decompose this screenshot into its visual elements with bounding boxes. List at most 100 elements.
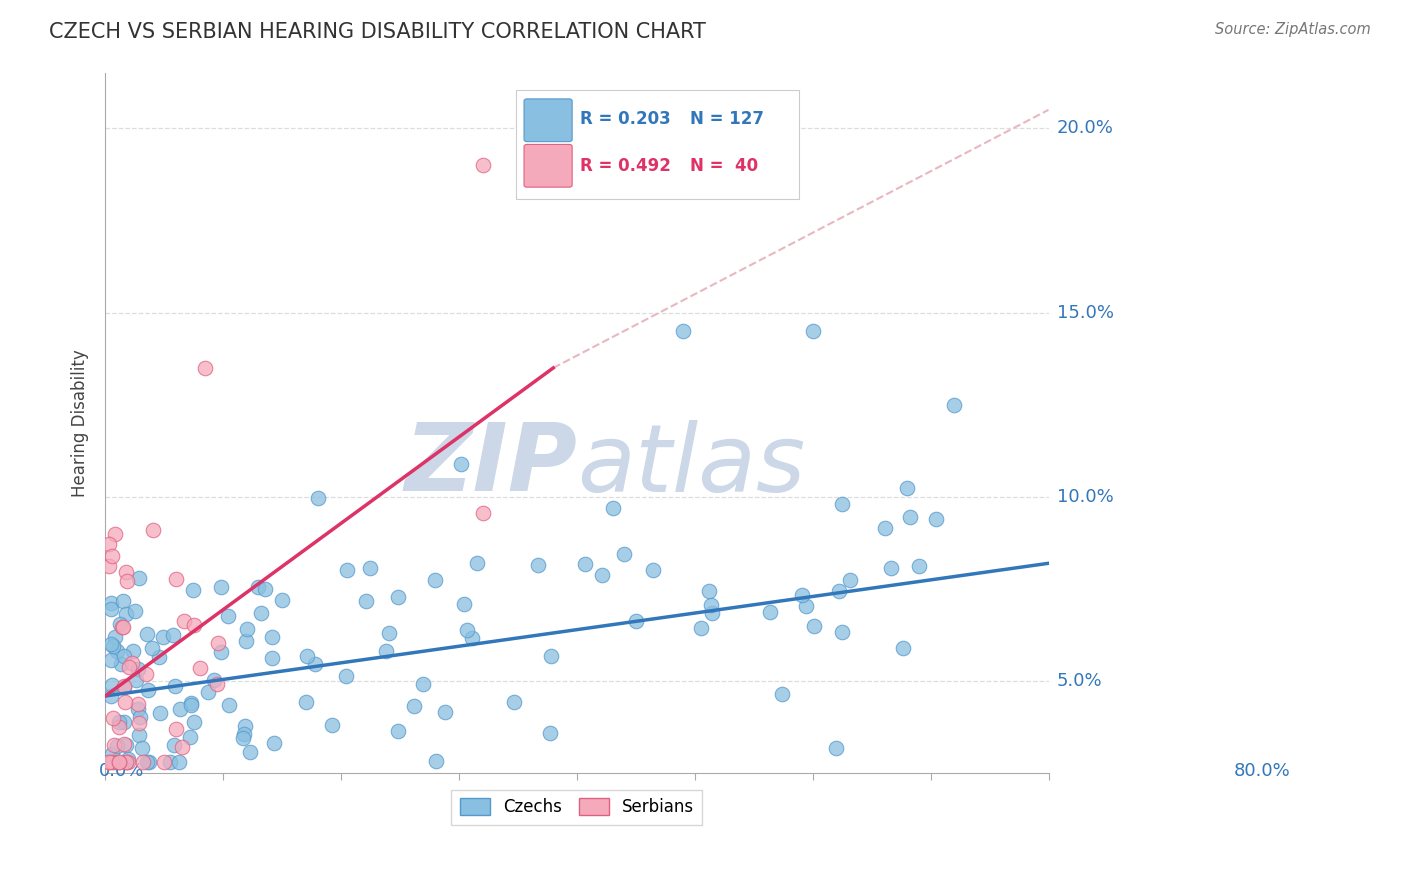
Text: R = 0.203: R = 0.203 [579, 110, 671, 128]
Point [100, 596, 122, 610]
Point [250, 606, 273, 620]
Point [165, 722, 187, 736]
Point [149, 706, 172, 720]
Point [107, 756, 129, 770]
Point [101, 756, 124, 770]
Point [591, 567, 613, 582]
Point [108, 720, 131, 734]
Point [125, 673, 148, 687]
Point [943, 398, 966, 412]
Point [100, 637, 122, 651]
Point [831, 625, 853, 640]
Point [304, 657, 326, 671]
Point [839, 574, 862, 588]
Point [142, 523, 165, 537]
Point [100, 602, 122, 616]
Point [307, 491, 329, 505]
Point [153, 756, 176, 770]
Point [115, 738, 138, 752]
Point [233, 719, 256, 733]
Text: Source: ZipAtlas.com: Source: ZipAtlas.com [1215, 22, 1371, 37]
Point [700, 598, 723, 612]
Point [167, 756, 190, 770]
Point [412, 677, 434, 691]
Point [107, 644, 129, 658]
Text: atlas: atlas [576, 420, 806, 511]
Point [117, 752, 139, 766]
Text: 15.0%: 15.0% [1057, 303, 1114, 322]
Point [100, 652, 122, 666]
Point [354, 594, 377, 608]
Point [97, 559, 120, 574]
Point [260, 650, 283, 665]
Point [526, 558, 548, 572]
Point [103, 738, 125, 752]
Point [202, 673, 225, 687]
Point [700, 606, 723, 620]
Point [626, 614, 648, 628]
Point [907, 559, 929, 574]
Text: N = 127: N = 127 [690, 110, 763, 128]
Point [359, 561, 381, 575]
Point [209, 580, 232, 594]
Point [104, 630, 127, 644]
Point [135, 667, 157, 681]
Point [207, 636, 229, 650]
Point [471, 507, 494, 521]
Point [404, 699, 426, 714]
Point [898, 510, 921, 524]
Point [112, 680, 135, 694]
Point [574, 557, 596, 571]
Point [188, 661, 211, 675]
Point [131, 741, 153, 756]
Point [233, 727, 256, 741]
Point [97, 537, 120, 551]
Point [128, 571, 150, 585]
Point [127, 662, 149, 676]
Point [114, 565, 136, 579]
Point [374, 644, 396, 658]
Text: 0.0%: 0.0% [100, 762, 145, 780]
Point [115, 574, 138, 588]
Point [803, 619, 825, 633]
Point [697, 583, 720, 598]
Point [232, 731, 254, 746]
Point [197, 685, 219, 699]
Point [602, 500, 624, 515]
Point [461, 631, 484, 645]
Point [170, 740, 193, 755]
Point [103, 756, 125, 770]
Point [218, 698, 240, 712]
Point [387, 590, 409, 604]
Point [217, 609, 239, 624]
Point [105, 739, 128, 753]
Point [828, 584, 851, 599]
Point [425, 754, 447, 768]
Point [194, 360, 217, 375]
Point [180, 696, 202, 710]
Point [253, 582, 276, 597]
Point [112, 679, 135, 693]
Point [127, 701, 149, 715]
Point [873, 521, 896, 535]
FancyBboxPatch shape [524, 145, 572, 187]
Point [114, 756, 136, 770]
Point [471, 158, 494, 172]
Point [456, 623, 478, 637]
Point [101, 549, 124, 563]
Point [180, 698, 202, 713]
Point [128, 728, 150, 742]
Point [263, 736, 285, 750]
Point [672, 324, 695, 338]
Point [297, 648, 319, 663]
Point [540, 648, 562, 663]
Point [101, 639, 124, 653]
Text: 80.0%: 80.0% [1233, 762, 1291, 780]
Point [183, 714, 205, 729]
Point [209, 644, 232, 658]
Point [271, 593, 294, 607]
Legend: Czechs, Serbians: Czechs, Serbians [451, 789, 703, 824]
Text: ZIP: ZIP [404, 419, 576, 511]
Point [117, 756, 139, 770]
Point [758, 605, 780, 619]
